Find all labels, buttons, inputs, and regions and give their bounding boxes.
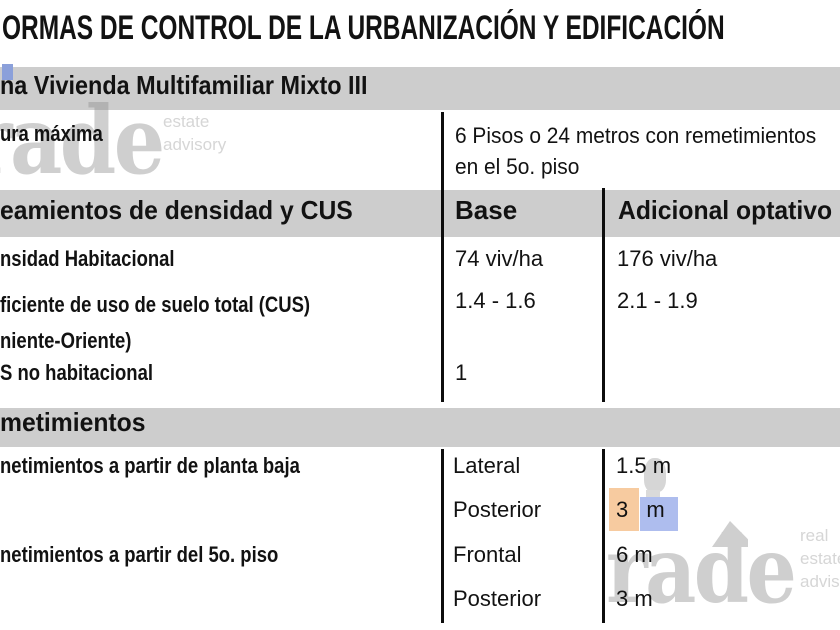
watermark-fragment-blob xyxy=(644,458,666,492)
column-divider-1-upper xyxy=(441,112,444,402)
column-divider-1-lower xyxy=(441,449,444,623)
row-label-altura-maxima: ura máxima xyxy=(0,121,103,146)
watermark-brand-bottom: rade xyxy=(606,516,797,624)
cell-value-frontal: 6 m xyxy=(616,542,653,567)
cell-position-frontal: Frontal xyxy=(453,542,522,567)
row-label-cus-no-habitacional: S no habitacional xyxy=(0,360,153,385)
row-label-cus: ficiente de uso de suelo total (CUS) nie… xyxy=(0,287,310,359)
watermark-tagline-bottom: real estate advisory xyxy=(800,524,840,593)
altura-value-line1: 6 Pisos o 24 metros con remetimientos xyxy=(455,123,817,148)
cell-value-posterior-1: 3 m xyxy=(616,497,671,522)
row-label-densidad-habitacional: nsidad Habitacional xyxy=(0,246,175,271)
watermark-word-estate: estate xyxy=(800,549,840,568)
cell-densidad-adicional: 176 viv/ha xyxy=(617,246,718,271)
column-header-base: Base xyxy=(455,195,518,225)
cell-position-posterior-1: Posterior xyxy=(453,497,542,522)
cell-altura-maxima-value: 6 Pisos o 24 metros con remetimientos en… xyxy=(455,120,816,182)
watermark-tagline-top: estate advisory xyxy=(163,110,226,156)
cell-cus-base: 1.4 - 1.6 xyxy=(455,288,536,313)
watermark-word-estate: estate xyxy=(163,112,210,131)
blue-corner-marker xyxy=(2,64,13,80)
orange-highlight xyxy=(609,488,639,531)
cell-value-posterior-2: 3 m xyxy=(616,586,653,611)
page-title: ORMAS DE CONTROL DE LA URBANIZACIÓN Y ED… xyxy=(2,9,725,47)
watermark-word-real: real xyxy=(800,526,829,545)
section-title-densidad: eamientos de densidad y CUS xyxy=(0,195,353,225)
altura-value-line2: en el 5o. piso xyxy=(455,154,580,179)
cell-value-lateral: 1.5 m xyxy=(616,453,672,478)
cell-cus-adicional: 2.1 - 1.9 xyxy=(617,288,698,313)
cell-cus-no-hab-base: 1 xyxy=(455,360,468,385)
row-label-remetimientos-planta-baja: netimientos a partir de planta baja xyxy=(0,453,300,478)
cell-densidad-base: 74 viv/ha xyxy=(455,246,544,271)
section-band-densidad xyxy=(0,190,840,237)
zone-title: na Vivienda Multifamiliar Mixto III xyxy=(0,70,368,100)
section-title-remetimientos: metimientos xyxy=(0,407,146,437)
column-divider-2-upper xyxy=(602,188,605,402)
blue-highlight xyxy=(640,497,678,531)
watermark-brand-top: rade xyxy=(0,86,165,196)
column-header-adicional: Adicional optativo xyxy=(618,195,833,225)
cus-label-line1: ficiente de uso de suelo total (CUS) xyxy=(0,292,311,317)
watermark-word-advisory: advisory xyxy=(163,135,227,154)
cell-position-lateral: Lateral xyxy=(453,453,521,478)
section-band-remetimientos xyxy=(0,408,840,447)
cell-position-posterior-2: Posterior xyxy=(453,586,542,611)
column-divider-2-lower xyxy=(602,449,605,623)
cus-label-line2: niente-Oriente) xyxy=(0,328,132,353)
watermark-word-advisory: advisory xyxy=(800,572,840,591)
zone-band xyxy=(0,67,840,110)
row-label-remetimientos-5o-piso: netimientos a partir del 5o. piso xyxy=(0,542,279,567)
